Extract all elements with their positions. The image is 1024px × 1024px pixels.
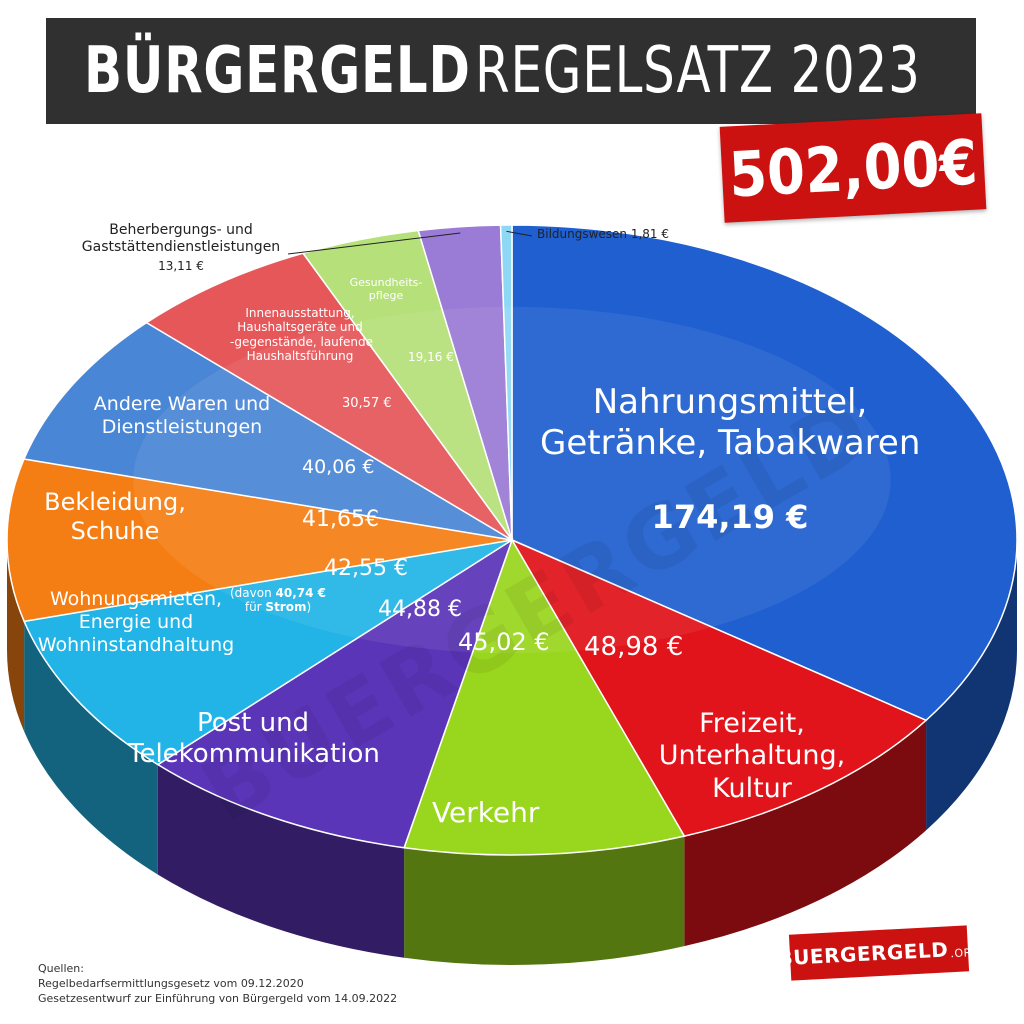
pie-slice-0 (511, 224, 1018, 722)
value-label-verkehr: 45,02 € (458, 628, 550, 656)
leader-line-beherbergung (287, 232, 461, 255)
label-bekleidung-line1: Bekleidung, (44, 488, 186, 516)
label-freizeit-line2: Unterhaltung, (658, 740, 846, 772)
total-amount: 502,00€ (727, 125, 979, 211)
sources: Quellen: Regelbedarfsermittlungsgesetz v… (38, 962, 397, 1007)
label-andere: Andere Waren und Dienstleistungen (92, 393, 272, 439)
sources-heading: Quellen: (38, 962, 84, 975)
pie-slice-4 (23, 539, 513, 766)
pie-top (6, 224, 1018, 856)
label-beherbergung-line2: Gaststättendienstleistungen (81, 238, 281, 255)
label-andere-line2: Dienstleistungen (101, 415, 263, 438)
pie-slice-5 (6, 458, 513, 623)
value-label-wohnung: 42,55 € (324, 556, 408, 581)
label-wohnung-line2: Energie und (78, 610, 194, 633)
label-freizeit-line1: Freizeit, (699, 708, 805, 739)
pie-slice-10 (499, 224, 513, 541)
value-label-innen: 30,57 € (342, 396, 392, 411)
note-prefix2: für (244, 600, 266, 615)
label-innenausstattung: Innenausstattung, Haushaltsgeräte und -g… (230, 306, 373, 364)
pie-side-3 (157, 764, 405, 958)
label-bildungswesen: Bildungswesen 1,81 € (537, 227, 670, 241)
label-nahrungsmittel-line2: Getränke, Tabakwaren (540, 422, 921, 463)
label-wohnung-line3: Wohninstandhaltung (37, 633, 235, 656)
logo-suffix: .ORG (950, 945, 982, 961)
brand-logo: BUERGERGELD .ORG (777, 925, 981, 981)
label-gesundheit: Gesundheits- pflege (346, 276, 426, 302)
page-title: BÜRGERGELD REGELSATZ 2023 (46, 18, 976, 124)
pie-slice-2 (403, 538, 686, 856)
leader-line-bildung (506, 230, 533, 237)
label-gesund-line1: Gesundheits- (349, 276, 423, 289)
label-nahrungsmittel-line1: Nahrungsmittel, (592, 382, 868, 422)
label-beherbergung-line1: Beherbergungs- und (109, 222, 253, 238)
label-wohnung-note: (davon 40,74 € für Strom) (230, 586, 326, 615)
label-wohnung-line1: Wohnungsmieten, (49, 588, 223, 610)
label-beherbergung: Beherbergungs- und Gaststättendienstleis… (76, 222, 286, 273)
sources-line1: Regelbedarfsermittlungsgesetz vom 09.12.… (38, 976, 304, 990)
title-light: REGELSATZ 2023 (475, 34, 921, 108)
pie-sides (7, 540, 1017, 965)
pie-slice-7 (145, 252, 513, 541)
pie-slice-6 (22, 321, 513, 541)
pie-slice-3 (156, 538, 514, 849)
note-strom-amount: 40,74 € (275, 586, 326, 600)
label-post-line2: Telekommunikation (128, 739, 380, 770)
label-innen-line3: -gegenstände, laufende (230, 334, 373, 349)
note-strom: Strom (265, 600, 307, 615)
logo-main: BUERGERGELD (776, 937, 949, 971)
value-label-bekleidung: 41,65€ (302, 507, 379, 532)
pie-side-0 (926, 540, 1017, 831)
value-label-post: 44,88 € (378, 597, 462, 622)
label-freizeit: Freizeit, Unterhaltung, Kultur (652, 708, 852, 805)
label-nahrungsmittel: Nahrungsmittel, Getränke, Tabakwaren 174… (540, 382, 920, 536)
label-wohnung: Wohnungsmieten, Energie und Wohninstandh… (36, 588, 236, 656)
label-verkehr: Verkehr (432, 796, 540, 829)
label-post: Post und Telekommunikation (128, 708, 380, 770)
label-innen-line2: Haushaltsgeräte und (237, 320, 363, 335)
value-label-andere: 40,06 € (302, 456, 375, 478)
value-label-gesund: 19,16 € (408, 350, 454, 364)
pie-side-1 (684, 720, 927, 947)
note-suffix: ) (306, 600, 312, 615)
pie-slice-1 (510, 538, 928, 837)
sources-line2: Gesetzesentwurf zur Einführung von Bürge… (38, 991, 398, 1005)
label-freizeit-line3: Kultur (712, 772, 792, 804)
total-amount-badge: 502,00€ (719, 113, 987, 223)
pie-side-2 (404, 836, 685, 965)
pie-side-4 (24, 621, 158, 875)
label-innen-line1: Innenausstattung, (245, 306, 355, 320)
value-label-beherbergung: 13,11 € (158, 258, 204, 273)
label-innen-line4: Haushaltsführung (246, 349, 354, 364)
note-prefix: (davon (230, 586, 276, 600)
label-gesund-line2: pflege (368, 289, 404, 303)
label-bekleidung-line2: Schuhe (70, 516, 160, 545)
label-post-line1: Post und (196, 708, 310, 738)
title-bold: BÜRGERGELD (84, 34, 472, 108)
pie-highlight (133, 306, 891, 654)
label-andere-line1: Andere Waren und (93, 393, 271, 415)
pie-side-5 (7, 540, 25, 732)
label-bekleidung: Bekleidung, Schuhe (40, 488, 190, 546)
value-nahrungsmittel: 174,19 € (651, 497, 809, 536)
value-label-freizeit: 48,98 € (584, 632, 684, 662)
